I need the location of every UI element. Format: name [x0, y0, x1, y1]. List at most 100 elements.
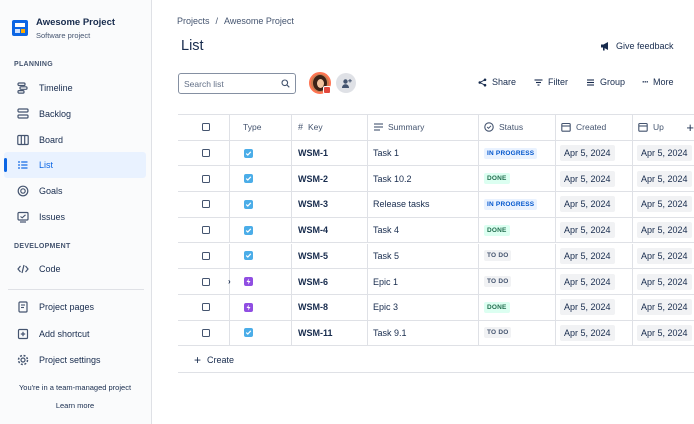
breadcrumb-project[interactable]: Awesome Project — [224, 16, 294, 26]
sidebar-item-code[interactable]: Code — [4, 256, 146, 282]
status-cell[interactable]: TO DO — [479, 243, 556, 269]
updated-cell[interactable]: Apr 5, 2024 — [633, 166, 694, 191]
summary-cell[interactable]: Task 10.2 — [368, 166, 479, 192]
updated-cell[interactable]: Apr 5, 2024 — [633, 244, 694, 269]
column-header-updated[interactable]: Up + — [633, 115, 694, 140]
sidebar-item-list[interactable]: List — [4, 152, 146, 178]
key-cell[interactable]: WSM-5 — [292, 243, 368, 269]
type-cell[interactable] — [230, 217, 292, 243]
search-input[interactable]: Search list — [178, 73, 296, 94]
status-cell[interactable]: DONE — [479, 294, 556, 320]
status-badge[interactable]: IN PROGRESS — [484, 147, 538, 159]
updated-cell[interactable]: Apr 5, 2024 — [633, 141, 694, 166]
group-button[interactable]: Group — [586, 77, 625, 87]
sidebar-item-issues[interactable]: Issues — [4, 204, 146, 230]
row-checkbox[interactable] — [201, 251, 210, 260]
type-cell[interactable] — [230, 140, 292, 166]
expand-chevron-icon[interactable]: › — [228, 277, 231, 287]
column-header-status[interactable]: Status — [479, 115, 556, 140]
created-cell[interactable]: Apr 5, 2024 — [556, 294, 633, 320]
summary-cell[interactable]: Epic 3 — [368, 294, 479, 320]
status-badge[interactable]: DONE — [484, 173, 510, 185]
table-row[interactable]: › WSM-6 Epic 1 TO DO Apr 5, 2024 Apr 5, 2024 — [178, 269, 694, 295]
sidebar-item-timeline[interactable]: Timeline — [4, 75, 146, 101]
issue-summary[interactable]: Task 9.1 — [373, 327, 407, 338]
status-cell[interactable]: TO DO — [479, 269, 556, 294]
issue-summary[interactable]: Epic 1 — [373, 276, 399, 287]
type-cell[interactable] — [230, 269, 292, 294]
status-cell[interactable]: DONE — [479, 217, 556, 243]
status-badge[interactable]: TO DO — [484, 276, 512, 288]
issue-key[interactable]: WSM-4 — [298, 225, 328, 236]
issue-summary[interactable]: Epic 3 — [373, 302, 399, 313]
issue-summary[interactable]: Task 10.2 — [373, 173, 412, 184]
summary-cell[interactable]: Task 9.1 — [368, 320, 479, 346]
status-cell[interactable]: DONE — [479, 166, 556, 192]
type-cell[interactable] — [230, 320, 292, 346]
type-cell[interactable] — [230, 294, 292, 320]
table-row[interactable]: WSM-8 Epic 3 DONE Apr 5, 2024 Apr 5, 2024 — [178, 294, 694, 321]
issue-summary[interactable]: Task 4 — [373, 225, 400, 236]
key-cell[interactable]: WSM-6 — [292, 269, 368, 294]
created-cell[interactable]: Apr 5, 2024 — [556, 243, 633, 269]
select-all-checkbox[interactable] — [201, 123, 210, 132]
row-checkbox[interactable] — [201, 149, 210, 158]
summary-cell[interactable]: Release tasks — [368, 192, 479, 217]
avatar[interactable] — [309, 72, 331, 94]
learn-more-link[interactable]: Learn more — [55, 401, 95, 410]
row-checkbox[interactable] — [201, 277, 210, 286]
issue-key[interactable]: WSM-2 — [298, 173, 328, 184]
issue-key[interactable]: WSM-1 — [298, 148, 328, 159]
updated-cell[interactable]: Apr 5, 2024 — [633, 269, 694, 294]
summary-cell[interactable]: Task 4 — [368, 217, 479, 243]
sidebar-item-project-settings[interactable]: Project settings — [4, 347, 146, 373]
key-cell[interactable]: WSM-1 — [292, 140, 368, 166]
type-cell[interactable] — [230, 243, 292, 269]
status-badge[interactable]: TO DO — [484, 250, 512, 262]
row-checkbox[interactable] — [201, 328, 210, 337]
issue-summary[interactable]: Task 5 — [373, 250, 400, 261]
table-row[interactable]: WSM-11 Task 9.1 TO DO Apr 5, 2024 Apr 5, 202… — [178, 320, 694, 347]
summary-cell[interactable]: Task 1 — [368, 140, 479, 166]
create-issue-button[interactable]: + Create — [194, 353, 234, 367]
created-cell[interactable]: Apr 5, 2024 — [556, 269, 633, 294]
table-row[interactable]: WSM-1 Task 1 IN PROGRESS Apr 5, 2024 Apr 5, … — [178, 140, 694, 167]
created-cell[interactable]: Apr 5, 2024 — [556, 166, 633, 192]
issue-key[interactable]: WSM-8 — [298, 302, 328, 313]
sidebar-item-board[interactable]: Board — [4, 127, 146, 153]
table-row[interactable]: WSM-3 Release tasks IN PROGRESS Apr 5, 2024… — [178, 192, 694, 218]
issue-summary[interactable]: Release tasks — [373, 199, 430, 210]
filter-button[interactable]: Filter — [534, 77, 568, 87]
table-row[interactable]: WSM-5 Task 5 TO DO Apr 5, 2024 Apr 5, 2024 — [178, 243, 694, 270]
type-cell[interactable] — [230, 192, 292, 217]
issue-key[interactable]: WSM-5 — [298, 250, 328, 261]
issue-key[interactable]: WSM-6 — [298, 276, 328, 287]
status-badge[interactable]: DONE — [484, 224, 510, 236]
column-header-type[interactable]: Type — [230, 115, 292, 140]
column-header-summary[interactable]: Summary — [368, 115, 479, 140]
table-row[interactable]: WSM-4 Task 4 DONE Apr 5, 2024 Apr 5, 2024 — [178, 217, 694, 244]
updated-cell[interactable]: Apr 5, 2024 — [633, 192, 694, 217]
sidebar-item-backlog[interactable]: Backlog — [4, 101, 146, 127]
key-cell[interactable]: WSM-8 — [292, 294, 368, 320]
column-header-created[interactable]: Created — [556, 115, 633, 140]
sidebar-item-add-shortcut[interactable]: Add shortcut — [4, 321, 146, 347]
table-row[interactable]: WSM-2 Task 10.2 DONE Apr 5, 2024 Apr 5, 2024 — [178, 166, 694, 193]
created-cell[interactable]: Apr 5, 2024 — [556, 217, 633, 243]
breadcrumb-projects[interactable]: Projects — [177, 16, 210, 26]
type-cell[interactable] — [230, 166, 292, 192]
more-button[interactable]: ··· More — [642, 77, 674, 87]
status-badge[interactable]: DONE — [484, 301, 510, 313]
row-checkbox[interactable] — [201, 174, 210, 183]
created-cell[interactable]: Apr 5, 2024 — [556, 140, 633, 166]
key-cell[interactable]: WSM-4 — [292, 217, 368, 243]
created-cell[interactable]: Apr 5, 2024 — [556, 192, 633, 217]
status-cell[interactable]: IN PROGRESS — [479, 192, 556, 217]
summary-cell[interactable]: Task 5 — [368, 243, 479, 269]
summary-cell[interactable]: Epic 1 — [368, 269, 479, 294]
sidebar-item-goals[interactable]: Goals — [4, 178, 146, 204]
column-header-key[interactable]: # Key — [292, 115, 368, 140]
project-header[interactable]: Awesome Project Software project — [12, 17, 115, 40]
updated-cell[interactable]: Apr 5, 2024 — [633, 295, 694, 320]
give-feedback-button[interactable]: Give feedback — [600, 41, 674, 51]
